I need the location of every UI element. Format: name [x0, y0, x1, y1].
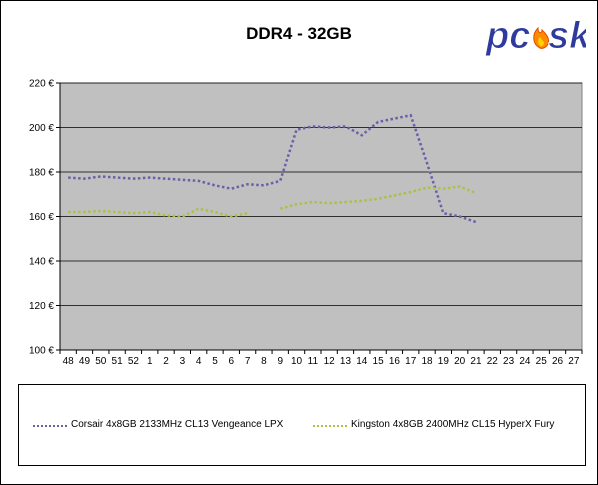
- x-tick-label: 20: [454, 356, 466, 367]
- x-tick-label: 1: [147, 356, 153, 367]
- y-tick-label: 180 €: [29, 168, 54, 179]
- x-tick-label: 14: [356, 356, 368, 367]
- legend-label-kingston: Kingston 4x8GB 2400MHz CL15 HyperX Fury: [351, 419, 555, 430]
- x-tick-label: 8: [261, 356, 267, 367]
- x-tick-label: 2: [163, 356, 169, 367]
- x-tick-label: 3: [180, 356, 186, 367]
- x-tick-label: 16: [389, 356, 401, 367]
- x-tick-label: 25: [536, 356, 548, 367]
- y-tick-label: 160 €: [29, 212, 54, 223]
- y-tick-label: 100 €: [29, 346, 54, 357]
- series-line-0: [68, 113, 477, 224]
- legend-label-corsair: Corsair 4x8GB 2133MHz CL13 Vengeance LPX: [71, 419, 284, 430]
- x-tick-label: 22: [487, 356, 499, 367]
- x-tick-label: 23: [503, 356, 515, 367]
- x-tick-label: 52: [128, 356, 140, 367]
- x-tick-label: 5: [212, 356, 218, 367]
- x-tick-label: 15: [373, 356, 385, 367]
- x-tick-label: 7: [245, 356, 251, 367]
- x-tick-label: 27: [568, 356, 580, 367]
- legend-swatch-kingston: [313, 425, 347, 427]
- x-tick-label: 18: [421, 356, 433, 367]
- x-axis-ticks: 48 49 50 51 52 1 2 3 4 5 6 7 8 9 10 11 12 13 14 15 16 17 18 19 2…: [59, 349, 583, 367]
- pcsk-logo: pc sk: [485, 15, 587, 58]
- x-tick-label: 11: [308, 356, 319, 367]
- x-tick-label: 9: [277, 356, 283, 367]
- y-tick-label: 140 €: [29, 257, 54, 268]
- x-tick-label: 19: [438, 356, 450, 367]
- svg-text:pc: pc: [485, 15, 530, 57]
- svg-text:sk: sk: [548, 15, 586, 57]
- y-tick-label: 200 €: [29, 123, 54, 134]
- y-tick-label: 120 €: [29, 301, 54, 312]
- x-tick-label: 17: [405, 356, 417, 367]
- x-tick-label: 10: [291, 356, 303, 367]
- x-tick-label: 6: [229, 356, 235, 367]
- x-tick-label: 4: [196, 356, 202, 367]
- chart-title: DDR4 - 32GB: [246, 24, 352, 43]
- x-tick-label: 13: [340, 356, 352, 367]
- x-tick-label: 12: [324, 356, 336, 367]
- legend: Corsair 4x8GB 2133MHz CL13 Vengeance LPX…: [18, 384, 586, 466]
- legend-swatch-corsair: [33, 425, 67, 427]
- x-tick-label: 51: [112, 356, 124, 367]
- x-tick-label: 49: [79, 356, 91, 367]
- y-tick-label: 220 €: [29, 79, 54, 90]
- x-tick-label: 48: [63, 356, 75, 367]
- x-tick-label: 50: [95, 356, 107, 367]
- x-tick-label: 24: [519, 356, 531, 367]
- series-lines: [68, 113, 477, 224]
- x-tick-label: 21: [470, 356, 482, 367]
- x-tick-label: 26: [552, 356, 564, 367]
- y-axis-ticks: 100 € 120 € 140 € 160 € 180 € 200 € 220 €: [29, 79, 61, 357]
